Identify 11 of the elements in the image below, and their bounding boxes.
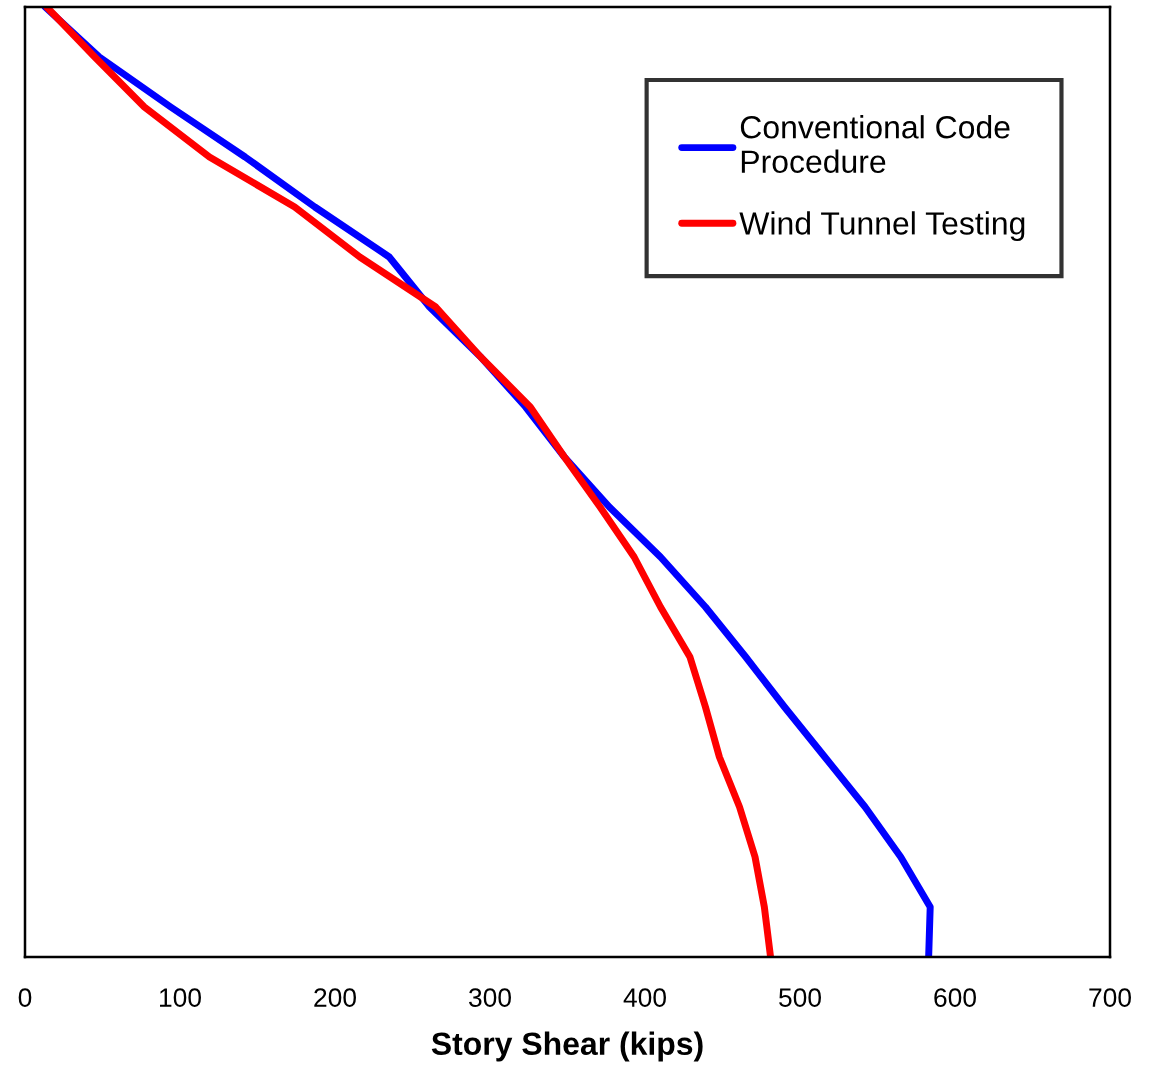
- legend-label: Conventional Code Procedure: [740, 115, 1010, 173]
- x-tick-label: 500: [779, 988, 821, 1007]
- x-tick-label: 200: [314, 988, 356, 1007]
- x-tick-label: 0: [18, 988, 32, 1007]
- x-tick-label: 600: [934, 988, 976, 1007]
- x-tick-label: 700: [1089, 988, 1131, 1007]
- x-axis-title: Story Shear (kips): [431, 1031, 703, 1062]
- x-tick-label: 400: [623, 988, 666, 1007]
- x-tick-label: 300: [468, 988, 511, 1007]
- legend-label: Wind Tunnel Testing: [739, 211, 1025, 242]
- x-tick-label: 100: [160, 988, 201, 1007]
